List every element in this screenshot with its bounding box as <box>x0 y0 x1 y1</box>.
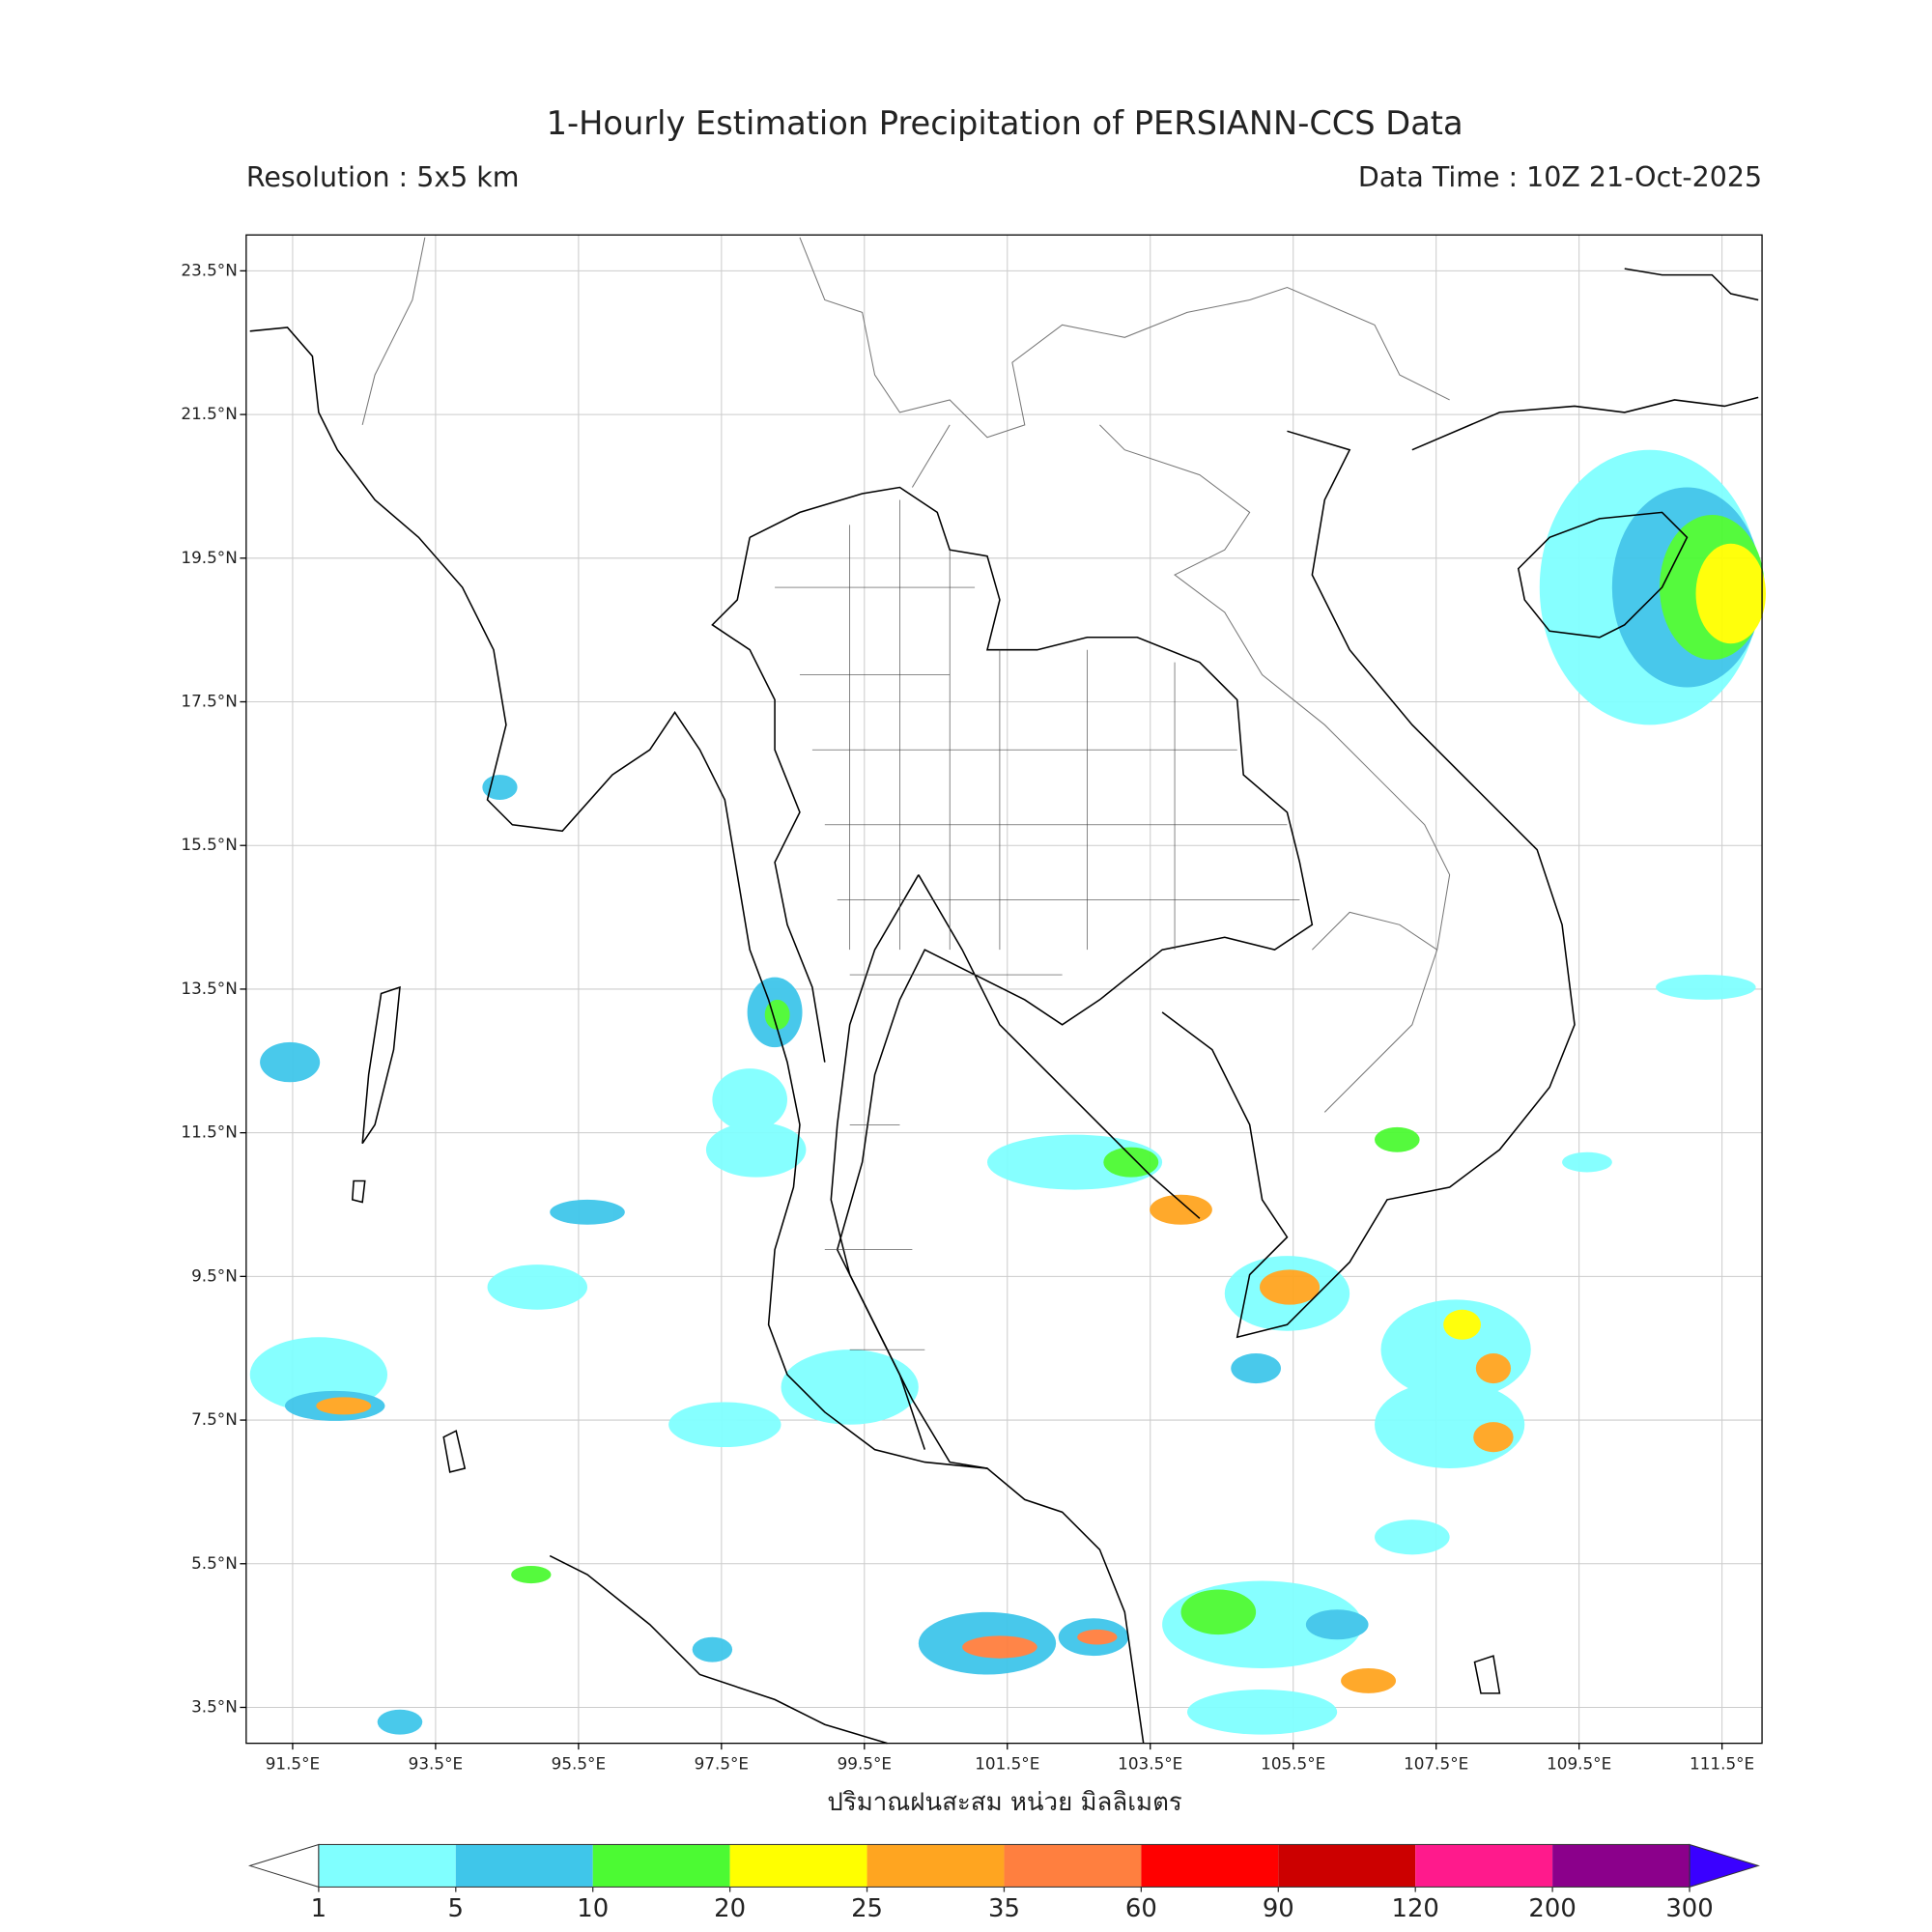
x-tick-label: 111.5°E <box>1690 1754 1754 1774</box>
y-tick-label: 13.5°N <box>181 979 237 998</box>
colorbar-bin <box>1141 1844 1279 1888</box>
colorbar-over <box>1689 1843 1760 1889</box>
colorbar: 1 5 10 20 25 35 60 90 120 200 300 <box>247 1843 1760 1923</box>
title: 1-Hourly Estimation Precipitation of PER… <box>547 104 1463 142</box>
x-tick-label: 105.5°E <box>1261 1754 1325 1774</box>
colorbar-bin <box>592 1844 730 1888</box>
borders <box>361 237 1451 1113</box>
y-tick-label: 5.5°N <box>191 1553 238 1573</box>
y-tick-label: 19.5°N <box>181 548 237 567</box>
x-tick-label: 107.5°E <box>1404 1754 1468 1774</box>
x-tick-label: 91.5°E <box>266 1754 320 1774</box>
colorbar-bin <box>729 1844 867 1888</box>
colorbar-label: 20 <box>714 1894 746 1923</box>
colorbar-bin <box>867 1844 1005 1888</box>
colorbar-label: 120 <box>1392 1894 1439 1923</box>
colorbar-bin <box>1004 1844 1142 1888</box>
colorbar-bin <box>1552 1844 1690 1888</box>
x-tick-label: 109.5°E <box>1547 1754 1611 1774</box>
colorbar-label: 35 <box>988 1894 1020 1923</box>
colorbar-label: 5 <box>448 1894 464 1923</box>
colorbar-bin <box>1415 1844 1553 1888</box>
y-tick-label: 7.5°N <box>191 1409 238 1429</box>
colorbar-label: 60 <box>1125 1894 1157 1923</box>
colorbar-label: 90 <box>1263 1894 1294 1923</box>
x-tick-label: 99.5°E <box>838 1754 892 1774</box>
thailand-provinces <box>711 486 1314 1469</box>
y-tick-label: 9.5°N <box>191 1265 238 1285</box>
colorbar-bin <box>1278 1844 1416 1888</box>
y-tick-label: 17.5°N <box>181 692 237 711</box>
colorbar-under <box>247 1843 320 1889</box>
precipitation <box>249 449 1766 1735</box>
colorbar-bin <box>455 1844 593 1888</box>
data-time: Data Time : 10Z 21-Oct-2025 <box>1358 161 1762 193</box>
colorbar-label: 300 <box>1665 1894 1713 1923</box>
colorbar-label: 1 <box>311 1894 327 1923</box>
coastlines <box>249 268 1759 1745</box>
y-tick-label: 23.5°N <box>181 260 237 279</box>
x-tick-label: 93.5°E <box>409 1754 463 1774</box>
colorbar-bin <box>318 1844 456 1888</box>
y-tick-label: 21.5°N <box>181 404 237 423</box>
x-tick-label: 101.5°E <box>975 1754 1039 1774</box>
y-tick-label: 15.5°N <box>181 835 237 854</box>
x-tick-label: 95.5°E <box>552 1754 606 1774</box>
colorbar-label: 10 <box>577 1894 609 1923</box>
colorbar-label: 25 <box>851 1894 883 1923</box>
y-tick-label: 3.5°N <box>191 1696 238 1716</box>
x-tick-label: 97.5°E <box>695 1754 749 1774</box>
colorbar-label: 200 <box>1528 1894 1576 1923</box>
x-tick-label: 103.5°E <box>1118 1754 1182 1774</box>
resolution: Resolution : 5x5 km <box>246 161 520 193</box>
map: 91.5°E 93.5°E 95.5°E 97.5°E 99.5°E 101.5°E 103… <box>181 234 1766 1774</box>
y-tick-label: 11.5°N <box>181 1122 237 1142</box>
axis-ticks: 91.5°E 93.5°E 95.5°E 97.5°E 99.5°E 101.5°E 103… <box>181 260 1754 1773</box>
x-axis-label: ปริมาณฝนสะสม หน่วย มิลลิเมตร <box>827 1788 1181 1817</box>
